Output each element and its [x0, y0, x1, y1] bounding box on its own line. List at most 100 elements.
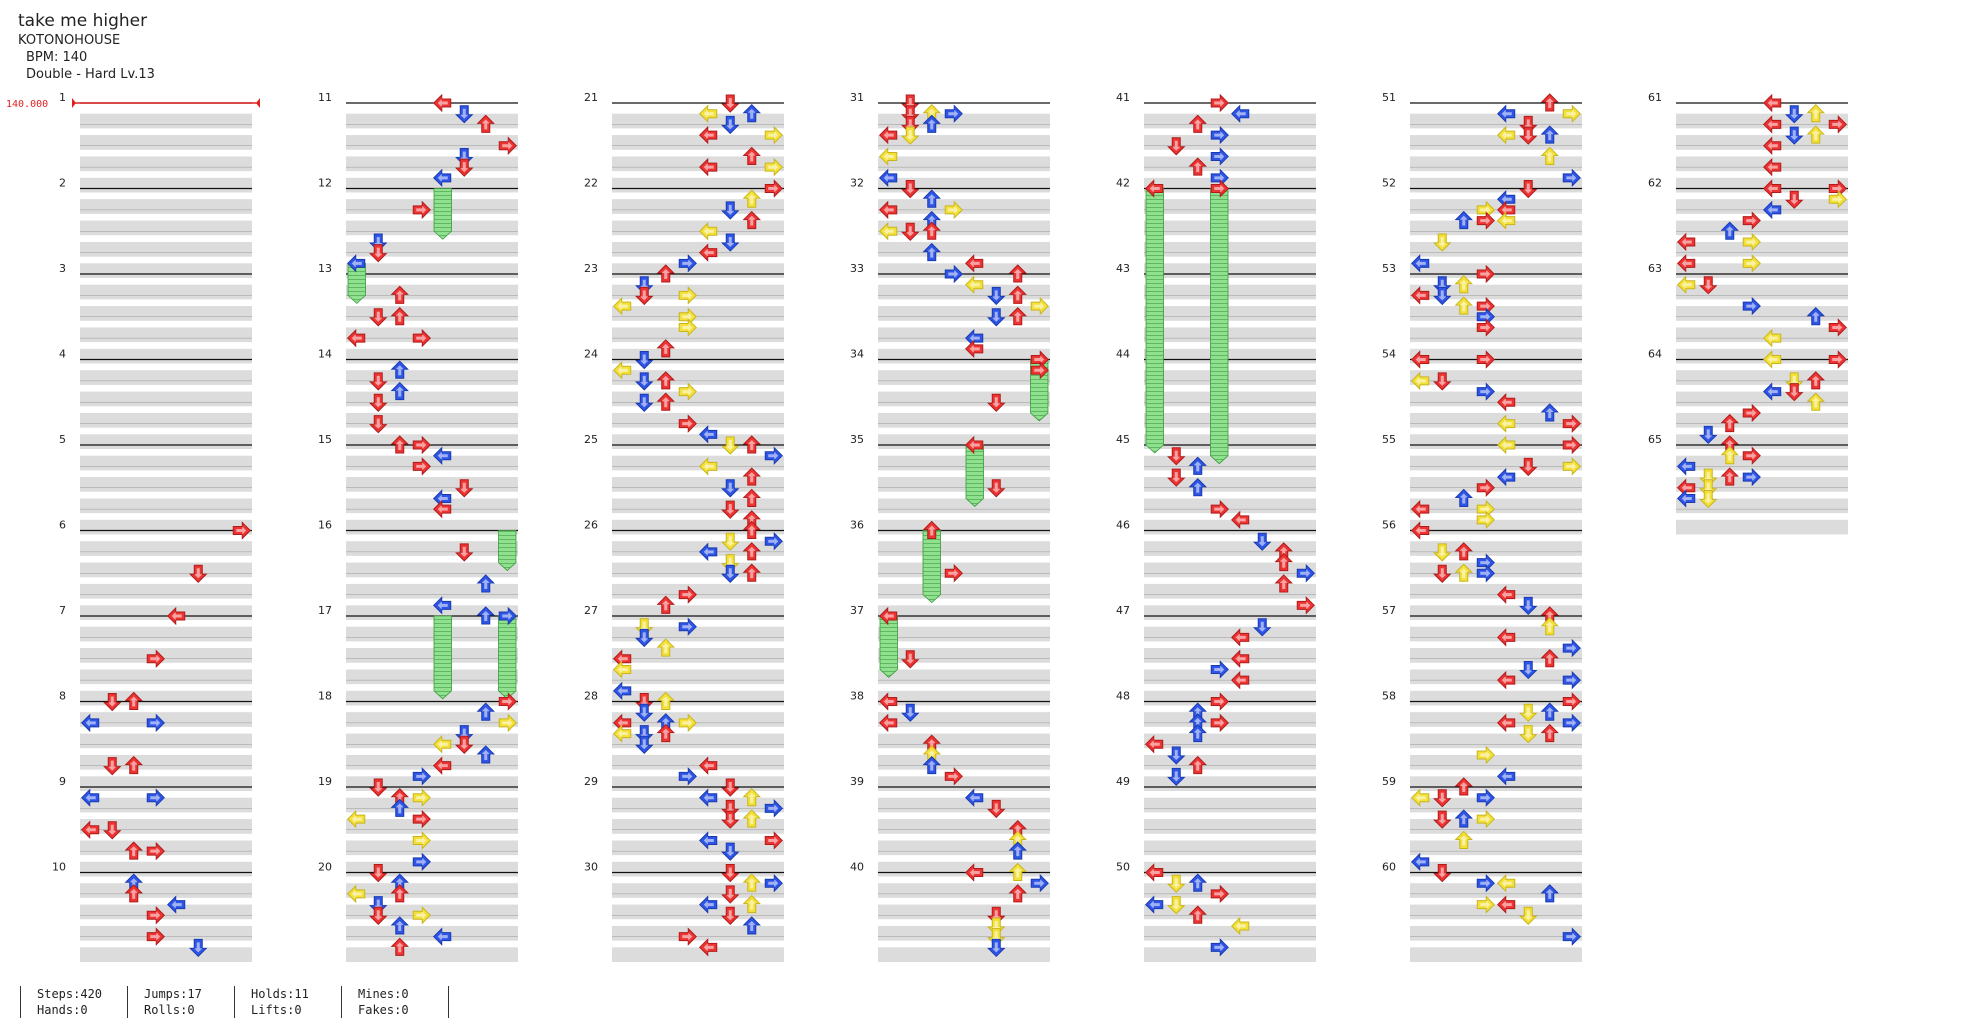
arrow-right-icon: [146, 841, 165, 861]
arrow-right-icon: [412, 457, 431, 476]
arrow-right-icon: [1476, 809, 1495, 829]
arrow-down-icon: [721, 233, 740, 252]
arrow-right-icon: [1828, 350, 1847, 369]
arrow-up-icon: [1540, 616, 1559, 636]
measure-10: [80, 871, 252, 962]
arrow-up-icon: [124, 841, 143, 860]
measure-number: 57: [1382, 604, 1396, 617]
arrow-left-icon: [1763, 350, 1782, 369]
arrow-up-icon: [1188, 478, 1207, 497]
arrow-up-icon: [742, 146, 761, 165]
arrow-up-icon: [1540, 403, 1559, 422]
arrow-left-icon: [81, 820, 100, 839]
measure-number: 46: [1116, 519, 1130, 532]
arrow-right-icon: [1476, 788, 1495, 807]
arrow-up-icon: [1454, 542, 1473, 561]
measure-number: 61: [1648, 91, 1662, 104]
arrow-up-icon: [1008, 264, 1027, 283]
measure-18: [346, 700, 518, 791]
arrow-right-icon: [412, 435, 431, 455]
arrow-right-icon: [678, 713, 697, 733]
arrow-up-icon: [390, 285, 409, 304]
measure-26: [612, 529, 784, 620]
arrow-down-icon: [901, 703, 920, 722]
measure-9: [80, 786, 252, 877]
arrow-up-icon: [1806, 307, 1825, 326]
measure-number: 23: [584, 262, 598, 275]
arrow-down-icon: [1785, 126, 1804, 145]
bpm-marker-label: 140.000: [6, 99, 48, 110]
arrow-up-icon: [1454, 296, 1473, 315]
stats-panel: Steps:420 Hands:0 Jumps:17 Rolls:0 Holds…: [20, 986, 449, 1018]
arrow-down-icon: [1519, 703, 1538, 722]
measure-29: [612, 786, 784, 877]
hold-note: [1210, 188, 1229, 465]
measure-number: 24: [584, 348, 598, 361]
arrow-left-icon: [1411, 350, 1430, 369]
arrow-right-icon: [1562, 457, 1581, 476]
measure-64: [1676, 358, 1848, 449]
arrow-up-icon: [1806, 125, 1825, 144]
arrow-right-icon: [1476, 264, 1495, 284]
arrow-down-icon: [103, 757, 122, 776]
arrow-left-icon: [1497, 435, 1516, 455]
arrow-down-icon: [369, 372, 388, 391]
arrow-right-icon: [1828, 318, 1847, 337]
measure-54: [1410, 358, 1582, 449]
arrow-down-icon: [1519, 906, 1538, 925]
arrow-right-icon: [678, 254, 697, 273]
arrow-down-icon: [1699, 489, 1718, 509]
arrow-right-icon: [1476, 382, 1495, 401]
arrow-left-icon: [699, 222, 718, 241]
arrow-left-icon: [699, 104, 718, 123]
arrow-down-icon: [1167, 767, 1186, 787]
arrow-down-icon: [635, 393, 654, 412]
arrow-right-icon: [1562, 104, 1581, 123]
measure-number: 15: [318, 433, 332, 446]
arrow-left-icon: [1145, 863, 1164, 882]
arrow-left-icon: [347, 809, 366, 829]
arrow-down-icon: [1785, 105, 1804, 124]
arrow-right-icon: [1742, 446, 1761, 465]
arrow-down-icon: [635, 703, 654, 722]
arrow-up-icon: [742, 103, 761, 123]
arrow-up-icon: [656, 264, 675, 283]
arrow-left-icon: [1231, 670, 1250, 690]
arrow-right-icon: [1476, 350, 1495, 369]
arrow-down-icon: [1167, 137, 1186, 156]
arrow-left-icon: [1497, 189, 1516, 209]
arrow-up-icon: [1540, 649, 1559, 668]
arrow-up-icon: [476, 114, 495, 133]
arrow-up-icon: [1540, 93, 1559, 112]
arrow-left-icon: [1411, 521, 1430, 540]
measure-50: [1144, 871, 1316, 962]
measure-19: [346, 786, 518, 877]
stat-hands: Hands:0: [37, 1003, 88, 1017]
arrow-right-icon: [1828, 115, 1847, 134]
measure-number: 1: [59, 91, 66, 104]
measure-60: [1410, 871, 1582, 962]
arrow-up-icon: [390, 798, 409, 817]
measure-number: 4: [59, 348, 66, 361]
arrow-left-icon: [1677, 478, 1696, 497]
arrow-down-icon: [455, 543, 474, 562]
measure-15: [346, 444, 518, 535]
arrow-right-icon: [1742, 403, 1761, 423]
arrow-right-icon: [1562, 670, 1581, 690]
measure-4: [80, 358, 252, 449]
measure-number: 16: [318, 519, 332, 532]
arrow-down-icon: [455, 158, 474, 177]
arrow-up-icon: [742, 488, 761, 507]
arrow-left-icon: [1497, 873, 1516, 893]
measure-47: [1144, 615, 1316, 706]
arrow-up-icon: [1008, 820, 1027, 839]
measure-17: [346, 615, 518, 706]
arrow-left-icon: [1145, 895, 1164, 914]
arrow-down-icon: [103, 821, 122, 840]
arrow-up-icon: [742, 542, 761, 561]
arrow-left-icon: [879, 200, 898, 220]
arrow-down-icon: [1519, 725, 1538, 744]
measure-number: 48: [1116, 690, 1130, 703]
arrow-left-icon: [699, 542, 718, 562]
hold-note: [433, 188, 452, 240]
